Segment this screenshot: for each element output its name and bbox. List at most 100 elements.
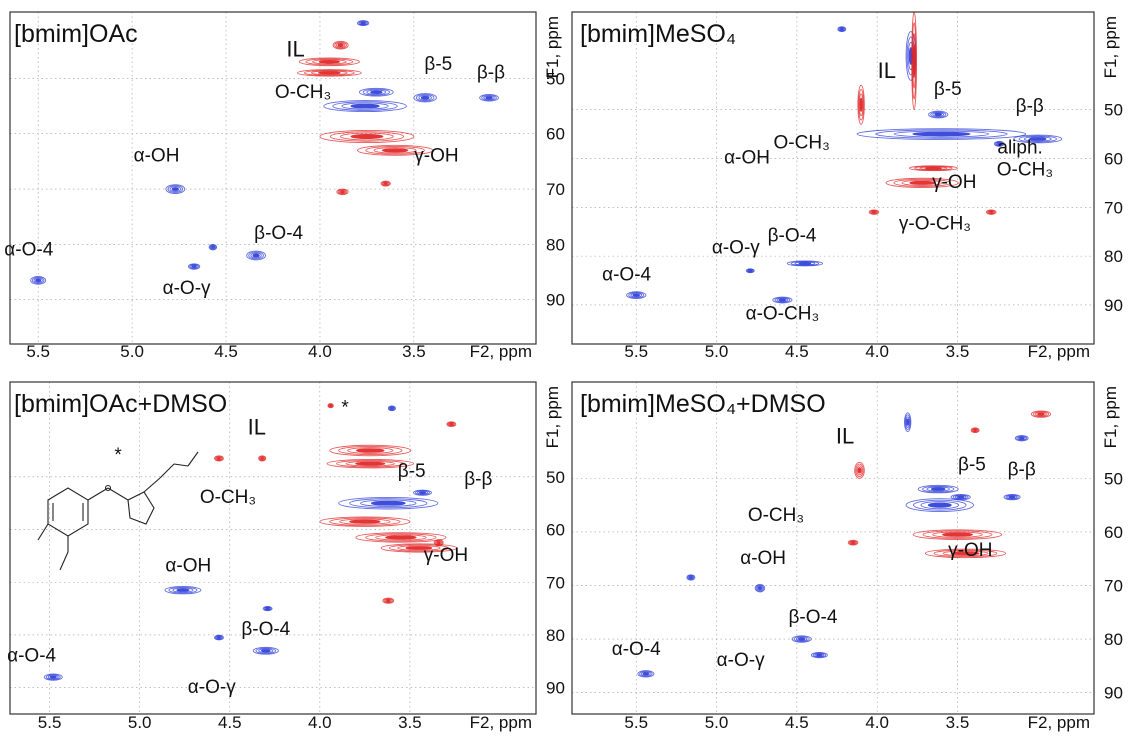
x-tick-label: 4.5 — [785, 713, 809, 732]
hsqc-panel-4: 5.5 5.0 4.5 4.0 3.5 F2, ppm 50 60 70 80 90 F1, ppm [… — [571, 381, 1123, 732]
hsqc-panel-2: 5.5 5.0 4.5 4.0 3.5 F2, ppm 50 60 70 80 90 F1, ppm [… — [571, 11, 1123, 361]
plot-frame — [571, 381, 1095, 715]
y-tick-label: 70 — [546, 180, 565, 199]
peak-annotation: β-5 — [398, 461, 426, 482]
peak-annotation: γ-OH — [932, 172, 976, 193]
cross-peak — [246, 250, 266, 261]
peak-annotation: α-O-4 — [4, 239, 53, 260]
cross-peak — [854, 461, 865, 479]
peak-annotation: α-O-4 — [602, 265, 651, 286]
hsqc-panel-3: 5.5 5.0 4.5 4.0 3.5 F2, ppm 50 60 70 80 90 F1, ppm [… — [7, 381, 565, 732]
cross-peak — [433, 539, 444, 547]
cross-peak — [319, 516, 411, 527]
cross-peak — [885, 177, 959, 188]
cross-peak — [985, 209, 997, 215]
peak-annotation: O-CH₃ — [748, 505, 804, 526]
peak-annotation: O-CH₃ — [997, 160, 1053, 181]
cross-peak — [908, 165, 958, 172]
x-tick-label: 4.5 — [214, 342, 238, 361]
peak-annotation: β-O-4 — [254, 223, 303, 244]
lignin-il-structure-drawing — [37, 451, 199, 571]
hsqc-panel-1: 5.5 5.0 4.5 4.0 3.5 F2, ppm 50 60 70 80 90 F1, ppm [… — [4, 11, 565, 361]
cross-peak — [993, 140, 1005, 147]
cross-peak — [911, 11, 917, 111]
y-tick-label: 70 — [1104, 576, 1123, 595]
y-tick-label: 50 — [546, 468, 565, 487]
peak-annotation: β-5 — [958, 454, 986, 475]
y-tick-label: 50 — [546, 69, 565, 88]
y-axis-label: F1, ppm — [543, 386, 562, 448]
y-tick-label: 80 — [546, 626, 565, 645]
y-tick-label: 50 — [1104, 469, 1123, 488]
cross-peak — [924, 548, 1007, 559]
cross-peak — [357, 20, 370, 27]
y-tick-label: 60 — [1104, 523, 1123, 542]
cross-peak — [413, 489, 432, 496]
cross-peak — [626, 291, 647, 300]
panel-title: [bmim]MeSO₄ — [580, 20, 736, 48]
cross-peak — [380, 180, 391, 187]
y-tick-label: 50 — [1104, 101, 1123, 120]
cross-peak — [970, 427, 980, 434]
peak-annotation: IL — [878, 58, 896, 83]
cross-peak — [214, 634, 224, 641]
x-tick-label: 5.0 — [705, 342, 729, 361]
y-tick-label: 60 — [546, 521, 565, 540]
x-tick-label: 3.5 — [398, 713, 422, 732]
x-tick-label: 5.0 — [128, 713, 152, 732]
cross-peak — [329, 444, 412, 457]
cross-peak — [382, 597, 395, 604]
peak-annotation: aliph. — [997, 138, 1042, 159]
x-tick-label: 5.5 — [38, 713, 62, 732]
cross-peak — [358, 87, 394, 97]
cross-peak — [772, 296, 793, 304]
x-tick-label: 3.5 — [402, 342, 426, 361]
peak-annotation: β-O-4 — [788, 607, 837, 628]
peak-annotation: α-O-γ — [163, 278, 211, 299]
cross-peak — [258, 455, 267, 462]
cross-peak — [810, 651, 828, 659]
peak-annotation: γ-OH — [424, 545, 468, 566]
plot-frame — [571, 11, 1095, 345]
cross-peak — [791, 635, 812, 643]
cross-peak — [319, 129, 415, 144]
peak-annotation: γ-O-CH₃ — [899, 213, 971, 234]
cross-peak — [837, 26, 847, 32]
cross-peak — [786, 260, 824, 267]
cross-peak — [928, 110, 949, 119]
cross-peak — [326, 459, 414, 469]
cross-peak — [754, 583, 766, 593]
x-tick-label: 3.5 — [946, 713, 970, 732]
x-tick-label: 4.0 — [865, 342, 889, 361]
x-tick-label: 5.5 — [624, 342, 648, 361]
peak-annotation: β-β — [1016, 96, 1044, 117]
cross-peak — [296, 69, 362, 77]
x-tick-label: 3.5 — [946, 342, 970, 361]
cross-peak — [479, 93, 499, 102]
peak-annotation: O-CH₃ — [774, 133, 830, 154]
cross-peak — [1014, 435, 1029, 442]
cross-peak — [208, 243, 218, 251]
peak-annotation: β-5 — [424, 54, 452, 75]
peak-annotation: α-OH — [165, 556, 211, 577]
peak-annotation: O-CH₃ — [275, 82, 331, 103]
peak-annotation: α-OH — [724, 147, 770, 168]
panel-title: [bmim]OAc — [14, 20, 138, 48]
y-tick-label: 90 — [1104, 296, 1123, 315]
cross-peak — [164, 586, 202, 595]
cross-peak — [387, 405, 396, 412]
peak-annotation: β-O-4 — [241, 619, 290, 640]
cross-peak — [298, 57, 360, 67]
cross-peak — [856, 128, 1027, 140]
y-tick-label: 70 — [1104, 198, 1123, 217]
x-tick-label: 5.5 — [26, 342, 50, 361]
x-axis-label: F2, ppm — [1028, 713, 1090, 732]
cross-peak — [188, 263, 201, 270]
peak-annotation: α-O-γ — [188, 677, 236, 698]
cross-peak — [637, 670, 655, 678]
cross-peak — [214, 455, 224, 462]
cross-peak — [380, 543, 458, 553]
y-tick-label: 80 — [1104, 630, 1123, 649]
cross-peak — [857, 84, 865, 125]
